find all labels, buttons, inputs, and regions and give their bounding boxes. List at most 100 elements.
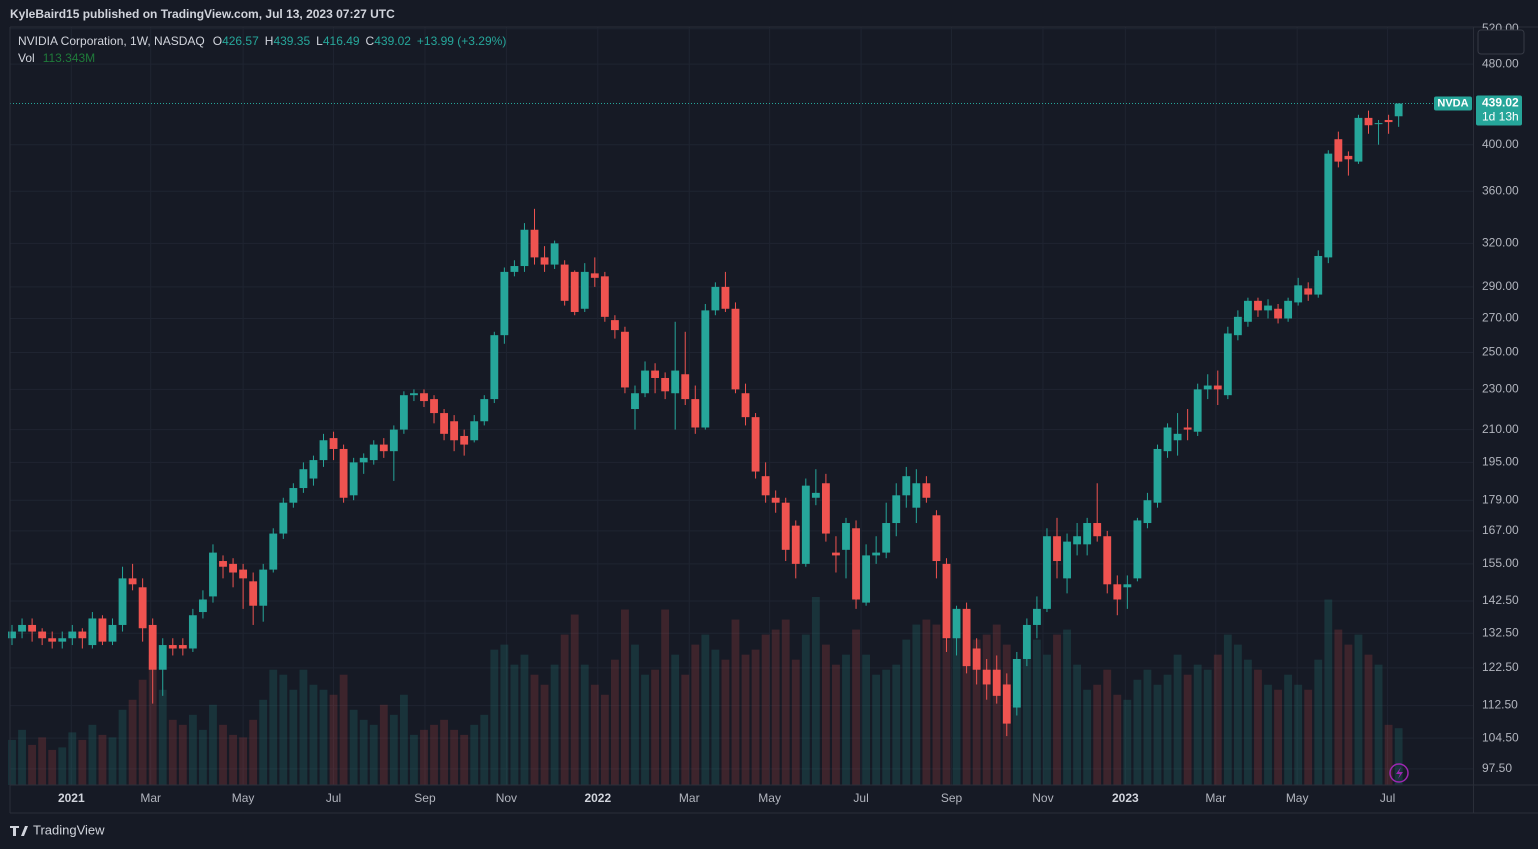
volume-bar [480,714,489,785]
volume-bar [1294,684,1303,785]
candle-body [610,320,619,331]
candle-body [128,578,137,585]
candle-body [1153,448,1162,503]
candle-body [631,393,639,410]
volume-bar [1213,654,1222,785]
volume-bar [470,724,479,785]
y-tick-label: 480.00 [1482,56,1519,70]
volume-bar [18,729,26,785]
candle-body [691,399,700,428]
volume-bar [1324,599,1333,785]
candle-body [942,563,951,639]
candle-body [701,310,710,428]
candle-body [1304,288,1313,295]
volume-bar [1334,629,1343,785]
candle-body [209,552,217,597]
volume-bar [1254,669,1262,785]
candle-body [771,497,780,503]
candle-body [309,460,318,479]
volume-bar [621,609,629,785]
candle-body [108,624,117,642]
candle-body [1083,523,1092,545]
candle-body [1032,608,1041,625]
x-tick-label: Jul [326,791,341,805]
volume-bar [610,659,619,785]
candle-body [1213,385,1222,390]
candle-body [570,271,579,312]
candle-body [420,393,428,402]
volume-bar [1063,629,1071,785]
volume-bar [1133,679,1142,785]
candle-body [1002,684,1011,724]
candle-body [158,645,167,670]
candle-body [289,488,298,503]
volume-bar [168,719,177,785]
ohlc-label: C [366,34,375,48]
volume-bar [520,654,529,785]
candle-body [430,399,438,414]
volume-bar [691,644,700,785]
x-tick-label: Sep [941,791,963,805]
candle-body [349,462,358,496]
ohlc-value: 426.57 [222,34,259,48]
volume-bar [420,729,428,785]
candle-body [520,229,529,267]
volume-bar [1103,669,1112,785]
candle-body [1284,300,1293,319]
candle-body [98,618,107,642]
candle-body [259,569,268,606]
volume-bar [269,669,278,785]
volume-bar [279,674,288,785]
settings-box[interactable] [1477,29,1525,55]
volume-bar [811,597,820,785]
candle-body [178,645,187,649]
x-tick-label: 2021 [58,791,85,805]
volume-bar [259,699,268,785]
volume-bar [229,734,237,785]
candle-body [892,495,901,524]
plot-area [10,27,1473,785]
candle-body [269,533,278,570]
x-tick-label: May [1286,791,1309,805]
y-tick-label: 179.00 [1482,492,1519,506]
volume-label: Vol [18,51,35,65]
volume-bar [199,729,207,785]
volume-bar [289,689,298,785]
y-tick-label: 210.00 [1482,422,1519,436]
volume-bar [440,719,448,785]
volume-bar [842,654,850,785]
y-tick-label: 97.50 [1482,761,1512,775]
candle-body [761,476,770,496]
volume-bar [450,729,459,785]
candle-body [671,370,680,394]
candle-body [239,569,248,579]
volume-bar [791,659,800,785]
x-tick-label: Jul [853,791,868,805]
alert-icon[interactable] [1389,763,1409,783]
candle-body [1012,658,1021,708]
ohlc-label: L [316,34,323,48]
candle-body [68,631,77,639]
volume-bar [1384,724,1393,785]
volume-bar [490,649,499,785]
volume-bar [671,654,680,785]
volume-bar [771,629,780,785]
volume-bar [68,732,77,785]
candle-body [8,631,16,639]
volume-bar [862,654,871,785]
volume-bar [48,749,57,785]
candle-body [1354,117,1363,162]
volume-bar [600,694,609,785]
volume-bar [209,704,217,785]
candle-body [882,523,891,553]
candle-body [821,483,830,534]
volume-bar [1083,689,1092,785]
candle-body [199,599,207,613]
y-tick-label: 122.50 [1482,660,1519,674]
candle-body [731,308,740,390]
volume-layer [8,597,1403,785]
candle-body [450,421,459,441]
candle-body [600,276,609,317]
volume-bar [902,639,911,785]
